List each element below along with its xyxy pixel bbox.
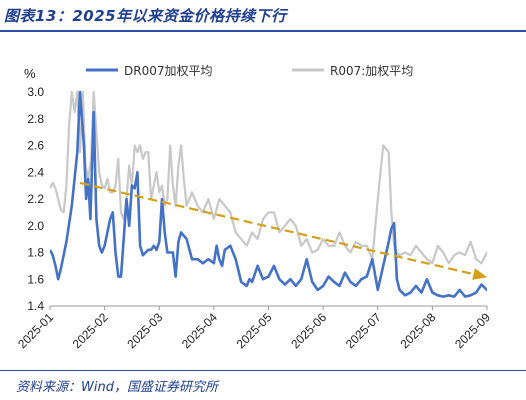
x-tick-label: 2025-05 (234, 310, 275, 351)
series-line-r007 (50, 91, 487, 265)
y-tick-label: 3.0 (27, 85, 44, 99)
y-tick-label: 2.0 (27, 219, 44, 233)
legend-label-dr007: DR007加权平均 (124, 64, 212, 78)
y-tick-label: 2.8 (27, 112, 44, 126)
y-tick-label: 1.4 (27, 299, 44, 313)
y-tick-label: 1.8 (27, 246, 44, 260)
trend-arrow-head (472, 268, 488, 280)
line-chart: % 1.4 1.6 1.8 2.0 2.2 2.4 2.6 2.8 3.0 2025-01 2025-… (15, 64, 493, 351)
y-tick-label: 1.6 (27, 272, 44, 286)
figure-title: 图表13：2025年以来资金价格持续下行 (4, 7, 287, 25)
x-tick-label: 2025-09 (452, 310, 493, 351)
x-tick-label: 2025-06 (288, 310, 329, 351)
x-tick-label: 2025-02 (70, 310, 111, 351)
x-tick-label: 2025-04 (179, 310, 220, 351)
x-tick-label: 2025-01 (15, 310, 56, 351)
series-line-dr007 (50, 91, 487, 298)
legend-label-r007: R007:加权平均 (330, 64, 413, 78)
y-tick-label: 2.6 (27, 139, 44, 153)
figure-title-bar: 图表13：2025年以来资金价格持续下行 (0, 0, 526, 30)
title-divider (0, 30, 526, 32)
source-divider (0, 370, 526, 371)
source-note: 资料来源：Wind，国盛证券研究所 (16, 380, 218, 395)
x-tick-label: 2025-03 (124, 310, 165, 351)
x-tick-label: 2025-07 (343, 310, 384, 351)
y-tick-label: 2.4 (27, 165, 44, 179)
x-tick-label: 2025-08 (397, 310, 438, 351)
y-tick-label: 2.2 (27, 192, 44, 206)
y-axis-unit-label: % (24, 66, 36, 81)
